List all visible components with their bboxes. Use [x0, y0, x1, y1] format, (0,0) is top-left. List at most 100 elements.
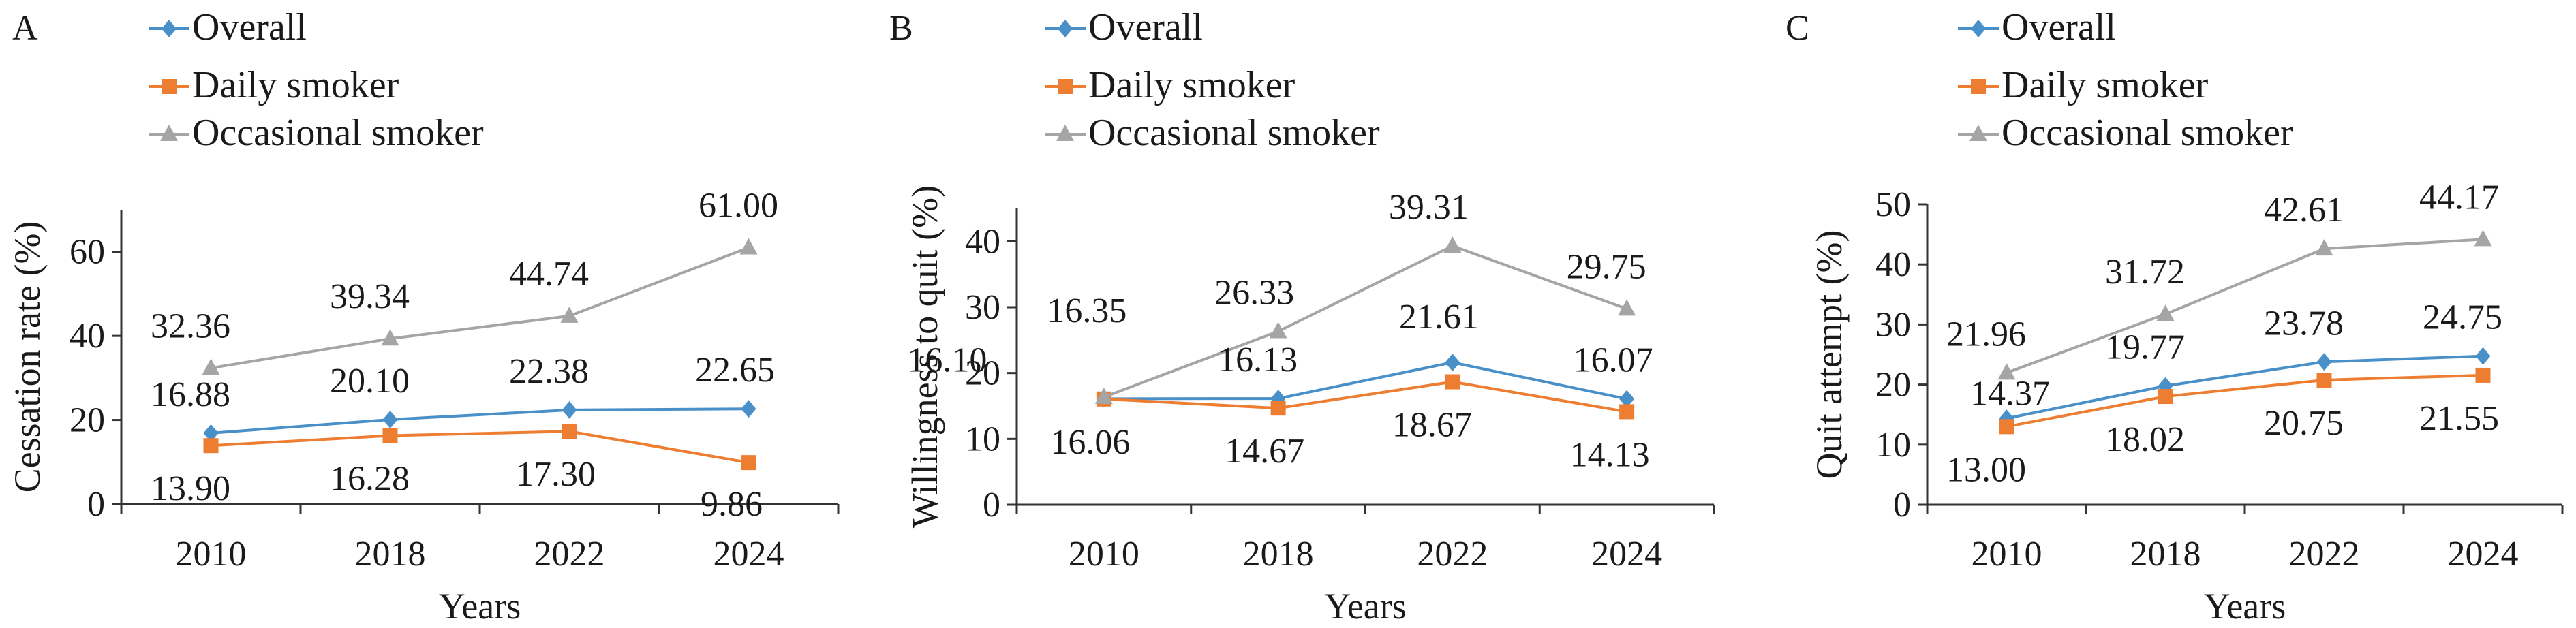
- data-label: 22.38: [509, 352, 589, 391]
- data-label: 18.67: [1392, 406, 1472, 445]
- data-label: 16.13: [1218, 341, 1298, 379]
- data-point: [2316, 372, 2332, 388]
- data-label: 20.10: [330, 362, 410, 401]
- data-point: [2315, 239, 2333, 256]
- legend-item: Occasional smoker: [1045, 112, 1380, 154]
- data-label: 14.13: [1570, 435, 1650, 474]
- y-tick-label: 40: [1875, 245, 1911, 284]
- data-label: 16.88: [151, 375, 230, 414]
- data-point: [1999, 419, 2014, 435]
- y-tick-label: 0: [1893, 486, 1911, 524]
- y-tick-label: 20: [965, 354, 1000, 393]
- data-label: 44.17: [2419, 178, 2499, 217]
- data-label: 32.36: [151, 307, 230, 345]
- x-tick-label: 2022: [534, 535, 605, 574]
- x-tick-label: 2018: [1243, 535, 1314, 574]
- legend-marker-square: [1058, 79, 1073, 94]
- legend-label: Overall: [1088, 6, 1203, 48]
- data-point: [739, 238, 758, 255]
- data-label: 21.96: [1946, 315, 2026, 354]
- legend-item: Daily smoker: [1045, 64, 1295, 106]
- legend-label: Occasional smoker: [192, 112, 484, 154]
- x-tick-label: 2010: [1972, 535, 2042, 574]
- data-label: 18.02: [2105, 420, 2185, 459]
- legend-item: Overall: [1045, 6, 1203, 48]
- data-label: 21.55: [2419, 399, 2499, 438]
- y-tick-label: 40: [965, 222, 1000, 261]
- data-point: [1618, 299, 1636, 316]
- legend-label: Occasional smoker: [2002, 112, 2293, 154]
- data-point: [2475, 347, 2491, 365]
- data-label: 23.78: [2264, 304, 2344, 343]
- y-axis-title: Cessation rate (%): [7, 221, 48, 493]
- data-point: [2156, 304, 2175, 321]
- x-tick-label: 2022: [1417, 535, 1488, 574]
- x-tick-label: 2010: [1069, 535, 1139, 574]
- x-axis-title: Years: [2204, 586, 2286, 627]
- series-line-occasional-smoker: [1103, 244, 1627, 398]
- legend-label: Overall: [2002, 6, 2116, 48]
- data-point: [562, 401, 577, 419]
- data-point: [1997, 363, 2016, 380]
- data-point: [1269, 321, 1287, 339]
- data-label: 29.75: [1567, 247, 1646, 286]
- data-label: 39.31: [1389, 188, 1469, 227]
- legend-marker-triangle: [1969, 125, 1987, 141]
- data-label: 39.34: [330, 277, 410, 316]
- data-point: [1445, 354, 1460, 372]
- data-label: 26.33: [1214, 273, 1294, 312]
- y-tick-label: 10: [965, 420, 1000, 458]
- series-line-daily-smoker: [1103, 380, 1627, 413]
- y-tick-label: 20: [70, 401, 105, 440]
- y-tick-label: 30: [965, 288, 1000, 327]
- y-axis-title: Willingness to quit (%): [904, 185, 945, 528]
- legend-item: Occasional smoker: [149, 112, 484, 154]
- chart-panel-b: B Overall Daily smoker Occasional smoker 0 10…: [889, 6, 1715, 627]
- data-point: [203, 424, 219, 442]
- legend-marker-square: [1971, 79, 1986, 94]
- legend-marker-diamond: [1058, 20, 1073, 37]
- legend-item: Occasional smoker: [1958, 112, 2293, 154]
- data-point: [1619, 390, 1635, 408]
- data-label: 44.74: [509, 255, 589, 294]
- data-label: 14.37: [1970, 374, 2050, 413]
- legend-marker-triangle: [160, 125, 178, 141]
- y-tick-label: 30: [1875, 305, 1911, 344]
- y-tick-label: 20: [1875, 366, 1911, 405]
- series-line-overall: [2006, 354, 2483, 420]
- x-tick-label: 2018: [355, 535, 426, 574]
- legend-item: Overall: [1958, 6, 2116, 48]
- data-point: [1270, 401, 1286, 416]
- data-point: [560, 306, 579, 323]
- series-line-daily-smoker: [211, 430, 749, 465]
- x-tick-label: 2024: [1591, 535, 1662, 574]
- data-point: [2316, 353, 2332, 371]
- legend-label: Occasional smoker: [1088, 112, 1380, 154]
- x-tick-label: 2010: [176, 535, 247, 574]
- data-label: 13.00: [1946, 450, 2026, 489]
- data-point: [2475, 367, 2491, 383]
- data-point: [382, 410, 398, 428]
- data-label: 16.06: [1050, 423, 1130, 462]
- legend-item: Daily smoker: [149, 64, 399, 106]
- y-tick-label: 50: [1875, 185, 1911, 224]
- series-line-occasional-smoker: [2006, 238, 2483, 375]
- data-label: 22.65: [695, 351, 775, 390]
- legend-marker-diamond: [1971, 20, 1986, 37]
- data-point: [202, 358, 220, 375]
- data-point: [562, 424, 577, 439]
- data-label: 61.00: [699, 187, 778, 225]
- series-line-overall: [211, 407, 749, 435]
- data-label: 17.30: [516, 455, 596, 494]
- data-label: 14.67: [1225, 432, 1304, 471]
- data-label: 31.72: [2105, 253, 2185, 292]
- data-label: 16.10: [907, 341, 987, 379]
- x-tick-label: 2018: [2130, 535, 2201, 574]
- series-line-overall: [1103, 361, 1627, 401]
- chart-panel-a: A Overall Daily smoker Occasional smoker 0 20…: [7, 6, 840, 627]
- data-point: [1445, 374, 1460, 390]
- legend-item: Daily smoker: [1958, 64, 2209, 106]
- data-point: [382, 428, 398, 443]
- panel-letter: B: [889, 9, 913, 48]
